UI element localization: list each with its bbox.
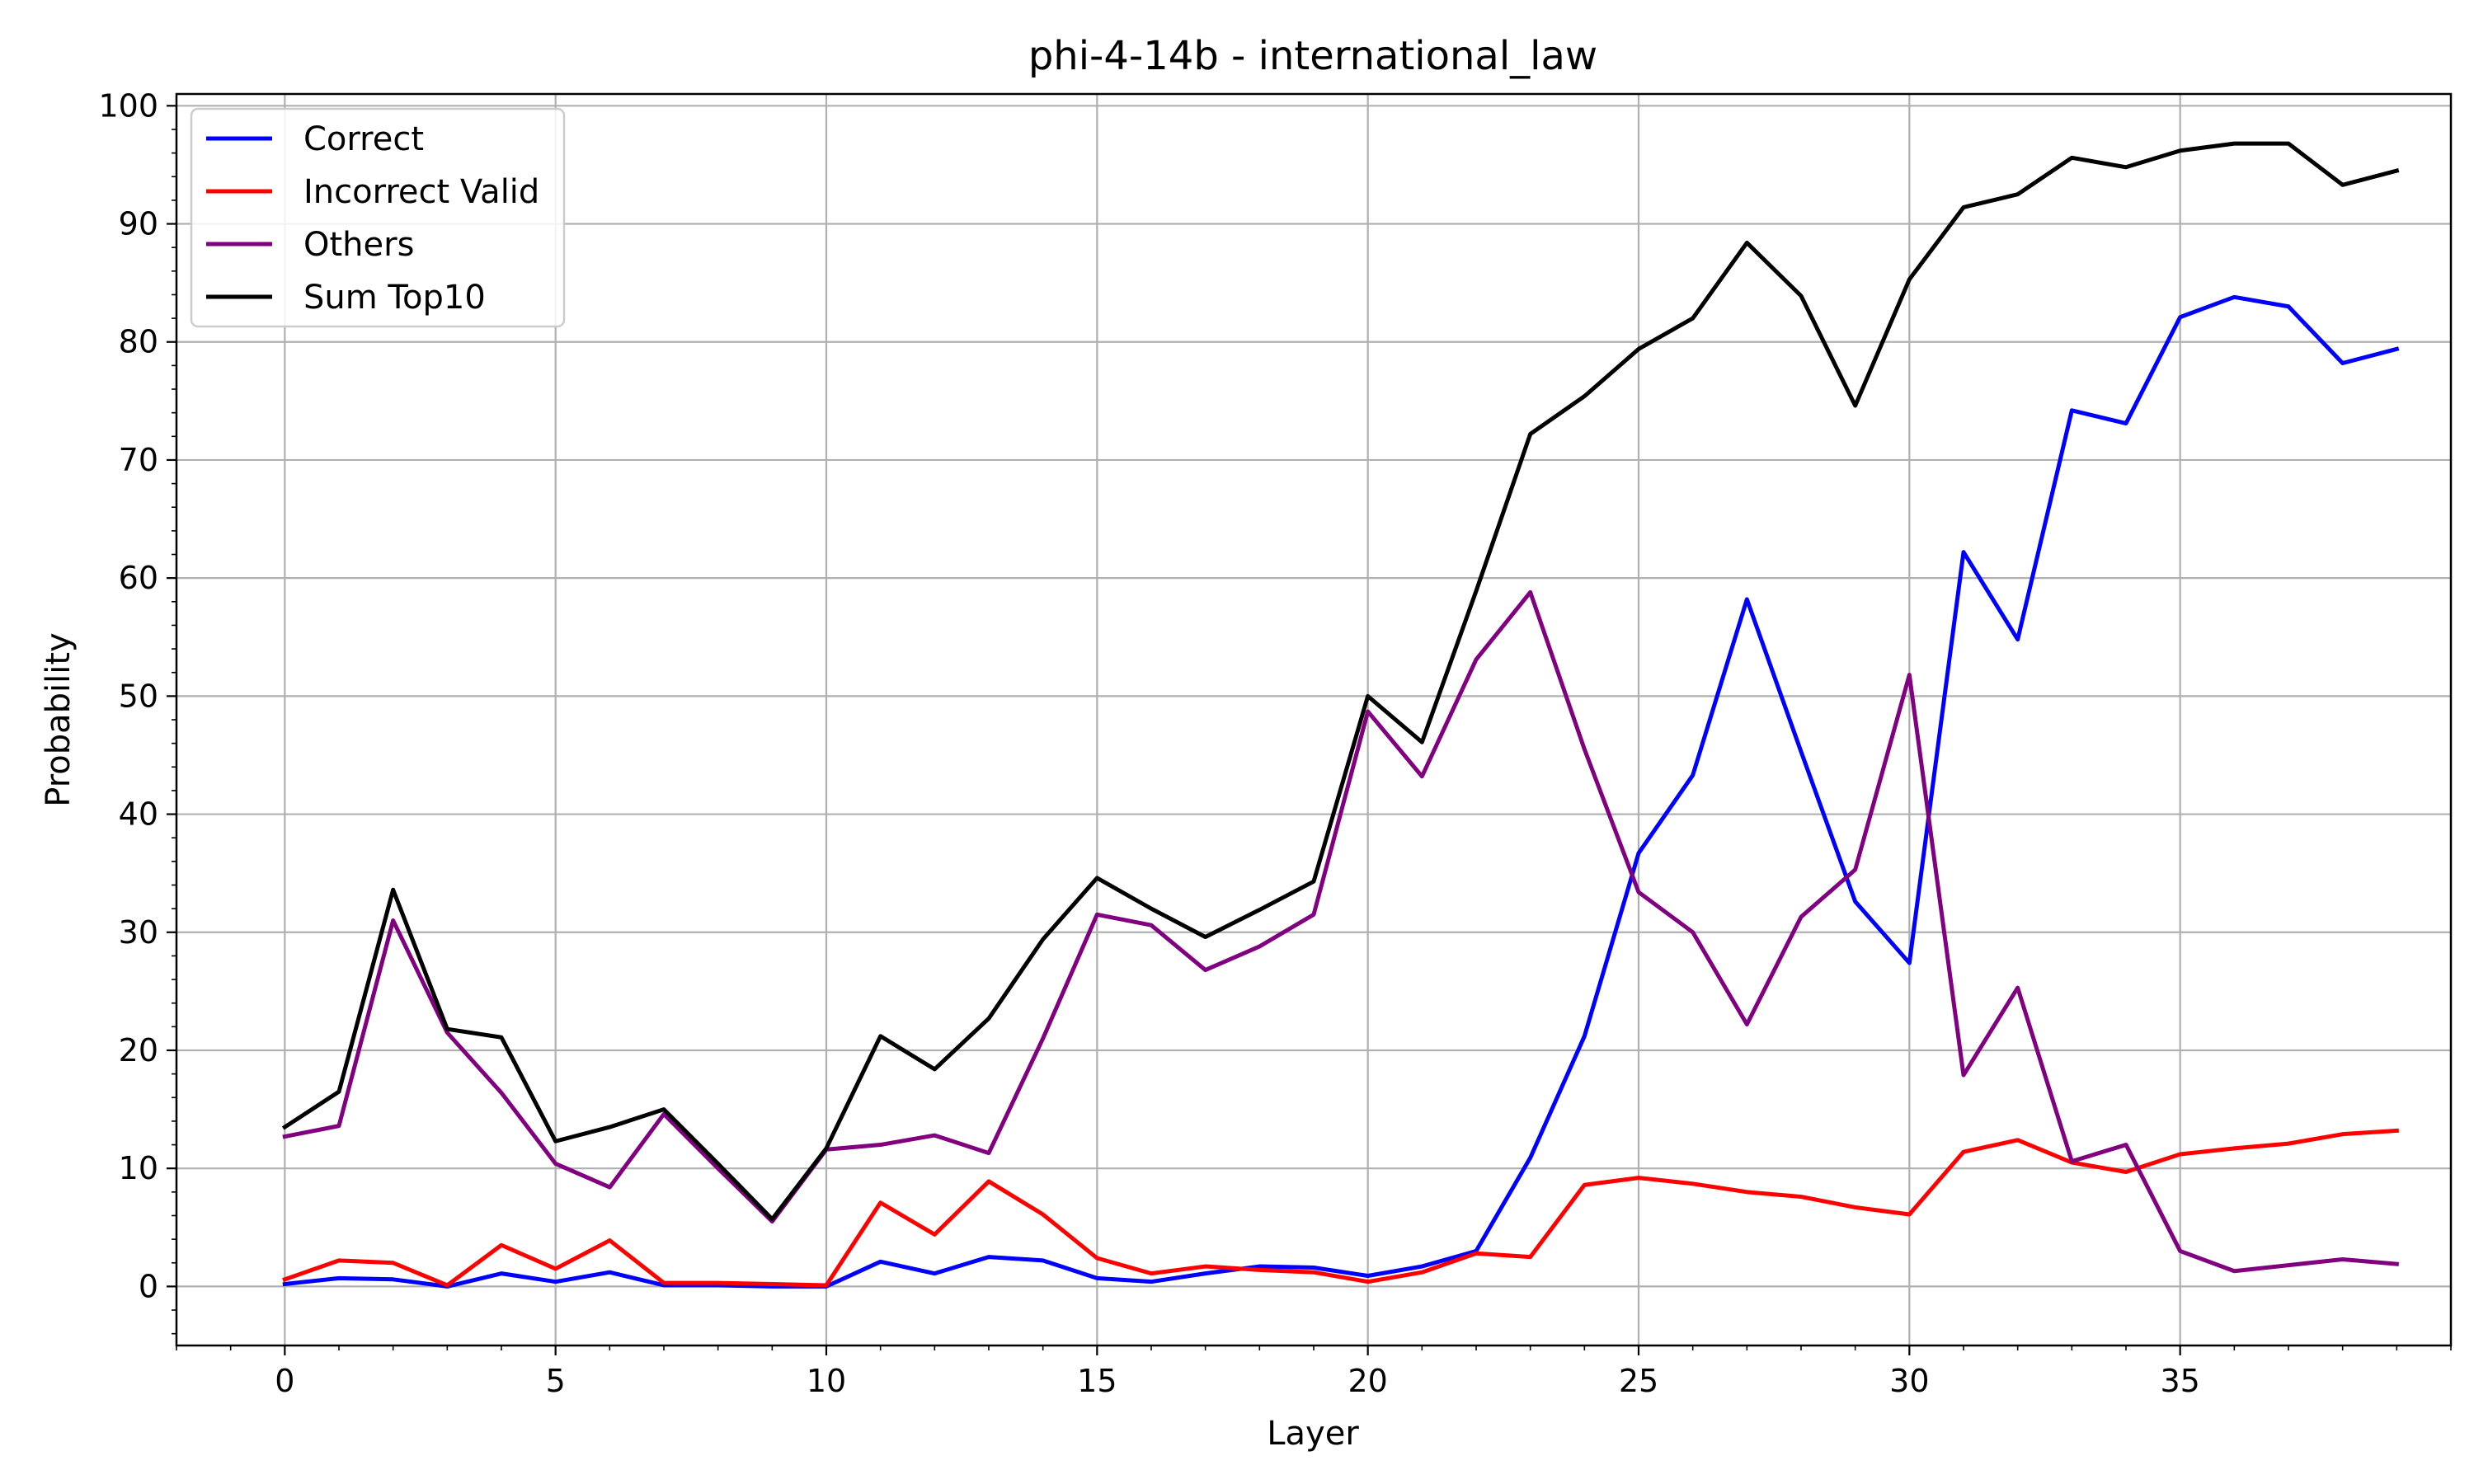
y-tick-label: 0: [139, 1268, 158, 1304]
y-tick-label: 90: [119, 206, 158, 242]
series-line-others: [282, 589, 2400, 1274]
y-tick-label: 10: [119, 1150, 158, 1186]
x-tick-label: 20: [1348, 1363, 1387, 1399]
y-tick-label: 50: [119, 678, 158, 714]
y-tick-label: 60: [119, 560, 158, 596]
x-tick-label: 10: [807, 1363, 846, 1399]
x-tick-label: 25: [1619, 1363, 1658, 1399]
axis-ticks: 0 5 10 15 20 25 30 35 0 10 20 30 40 50 60 70 80 90 100: [98, 87, 2452, 1399]
x-tick-label: 5: [546, 1363, 566, 1399]
x-tick-label: 0: [275, 1363, 294, 1399]
series-line-correct: [282, 294, 2400, 1289]
legend-label-sum-top10: Sum Top10: [303, 279, 486, 317]
series-line-sum-top10: [281, 141, 2400, 1222]
x-tick-label: 15: [1077, 1363, 1117, 1399]
series-line-incorrect-valid: [282, 1128, 2399, 1288]
y-tick-label: 20: [119, 1032, 158, 1068]
x-axis-title: Layer: [1267, 1415, 1359, 1453]
y-tick-label: 100: [98, 87, 158, 124]
y-tick-label: 70: [119, 442, 158, 478]
grid: [176, 94, 2451, 1345]
legend-box: [190, 107, 566, 328]
legend-label-correct: Correct: [303, 120, 424, 158]
series-layer: [281, 141, 2400, 1289]
y-tick-label: 40: [119, 796, 158, 833]
chart-title: phi-4-14b - international_law: [1028, 33, 1597, 79]
legend-label-incorrect-valid: Incorrect Valid: [303, 173, 539, 211]
legend: Correct Incorrect Valid Others Sum Top10: [190, 107, 566, 328]
legend-label-others: Others: [303, 226, 414, 264]
x-tick-label: 35: [2160, 1363, 2199, 1399]
y-axis-title: Probability: [40, 632, 78, 806]
x-tick-label: 30: [1889, 1363, 1929, 1399]
y-tick-label: 30: [119, 914, 158, 951]
y-tick-label: 80: [119, 324, 158, 360]
